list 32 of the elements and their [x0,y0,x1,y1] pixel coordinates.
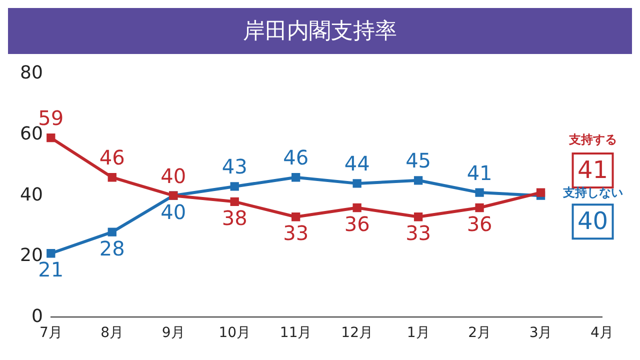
data-label: 36 [466,212,492,236]
x-tick-label: 11月 [280,325,312,342]
data-label: 41 [466,160,492,185]
data-label: 28 [99,236,125,260]
data-label: 44 [344,152,370,176]
x-tick-label: 8月 [100,325,124,342]
data-label: 46 [99,146,125,170]
x-tick-label: 9月 [162,325,185,342]
data-label: 38 [222,206,248,230]
data-label: 36 [344,212,370,236]
text: 支持する [568,132,617,147]
x-tick-label: 12月 [341,325,373,342]
data-label: 40 [160,164,186,188]
data-label: 40 [160,200,186,224]
x-tick-label: 1月 [406,325,430,342]
x-tick-label: 7月 [39,325,62,342]
series-label: 支持しない [562,186,623,200]
data-label: 40 [577,206,608,235]
data-label: 33 [283,221,309,246]
x-tick-label: 2月 [468,325,491,342]
data-label: 45 [406,148,432,173]
data-label: 33 [406,221,432,246]
data-label: 46 [283,146,309,170]
x-tick-label: 3月 [529,325,552,342]
data-label: 43 [222,154,248,179]
x-tick-label: 10月 [218,325,251,342]
y-tick-label: 40 [20,184,43,206]
chart-title: 岸田内閣支持率 [8,8,632,54]
data-label: 41 [577,156,608,184]
x-tick-label: 4月 [590,325,614,342]
y-tick-label: 80 [20,62,43,84]
y-tick-label: 0 [31,306,43,327]
